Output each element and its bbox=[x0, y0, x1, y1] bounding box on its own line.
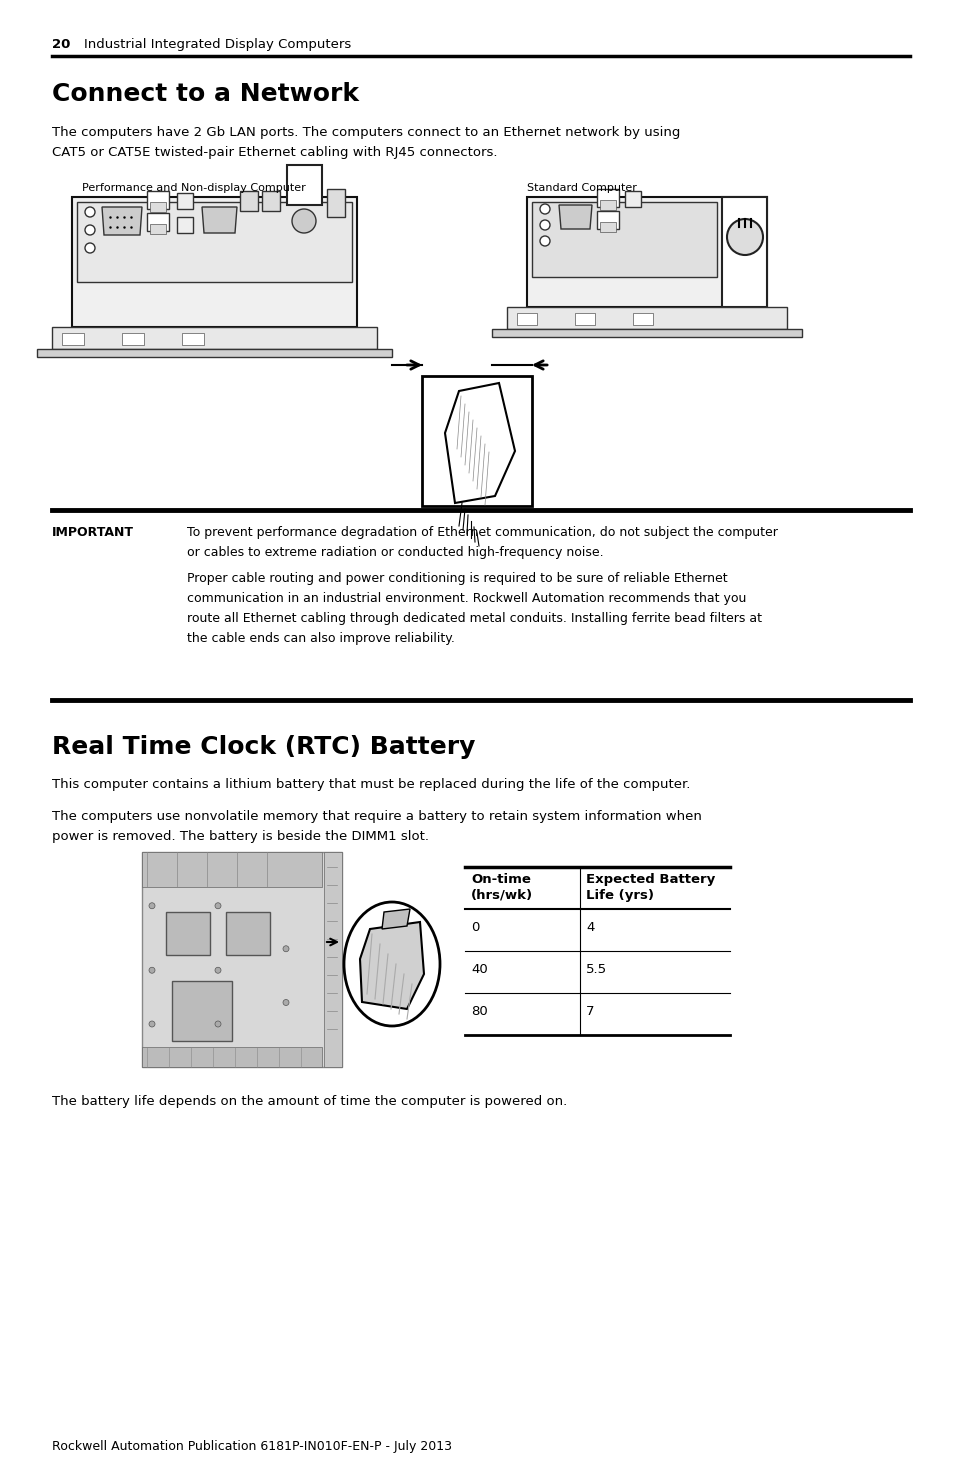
Text: The computers use nonvolatile memory that require a battery to retain system inf: The computers use nonvolatile memory tha… bbox=[52, 810, 701, 844]
Circle shape bbox=[283, 945, 289, 951]
Bar bbox=[517, 313, 537, 324]
Circle shape bbox=[149, 968, 154, 974]
Text: Proper cable routing and power conditioning is required to be sure of reliable E: Proper cable routing and power condition… bbox=[187, 572, 761, 645]
Bar bbox=[327, 189, 345, 217]
Bar bbox=[575, 313, 595, 324]
Text: 80: 80 bbox=[471, 1004, 487, 1018]
Circle shape bbox=[149, 1021, 154, 1027]
Text: Standard Computer: Standard Computer bbox=[526, 183, 637, 193]
Text: Expected Battery
Life (yrs): Expected Battery Life (yrs) bbox=[585, 873, 715, 903]
Polygon shape bbox=[202, 207, 236, 233]
Circle shape bbox=[539, 236, 550, 246]
Bar bbox=[721, 198, 766, 307]
Bar bbox=[287, 165, 322, 205]
Bar bbox=[532, 202, 717, 277]
Bar bbox=[71, 198, 356, 327]
Text: Connect to a Network: Connect to a Network bbox=[52, 83, 358, 106]
Circle shape bbox=[292, 209, 315, 233]
Bar bbox=[52, 327, 376, 350]
Bar bbox=[599, 201, 616, 209]
Text: 7: 7 bbox=[585, 1004, 594, 1018]
Circle shape bbox=[214, 1021, 221, 1027]
Circle shape bbox=[283, 1000, 289, 1006]
Bar bbox=[77, 202, 352, 282]
Circle shape bbox=[85, 207, 95, 217]
Circle shape bbox=[85, 226, 95, 235]
Text: IMPORTANT: IMPORTANT bbox=[52, 527, 133, 538]
Polygon shape bbox=[381, 909, 410, 929]
Bar bbox=[172, 981, 232, 1041]
Text: 4: 4 bbox=[585, 920, 594, 934]
Bar bbox=[599, 223, 616, 232]
Text: Real Time Clock (RTC) Battery: Real Time Clock (RTC) Battery bbox=[52, 735, 475, 760]
Polygon shape bbox=[558, 205, 592, 229]
Text: The computers have 2 Gb LAN ports. The computers connect to an Ethernet network : The computers have 2 Gb LAN ports. The c… bbox=[52, 125, 679, 159]
Bar bbox=[324, 853, 341, 1066]
Circle shape bbox=[149, 903, 154, 909]
Bar bbox=[147, 212, 169, 232]
Bar bbox=[122, 333, 144, 345]
Bar bbox=[182, 333, 204, 345]
Circle shape bbox=[214, 903, 221, 909]
Text: On-time
(hrs/wk): On-time (hrs/wk) bbox=[471, 873, 533, 903]
Text: 40: 40 bbox=[471, 963, 487, 976]
Text: Performance and Non-display Computer: Performance and Non-display Computer bbox=[82, 183, 305, 193]
Text: 0: 0 bbox=[471, 920, 478, 934]
Polygon shape bbox=[359, 922, 423, 1009]
Bar bbox=[147, 190, 169, 209]
Text: The battery life depends on the amount of time the computer is powered on.: The battery life depends on the amount o… bbox=[52, 1094, 567, 1108]
Text: 5.5: 5.5 bbox=[585, 963, 606, 976]
Polygon shape bbox=[444, 384, 515, 503]
Bar bbox=[177, 193, 193, 209]
Bar bbox=[142, 1047, 322, 1066]
Circle shape bbox=[539, 204, 550, 214]
Ellipse shape bbox=[344, 903, 439, 1027]
Bar bbox=[597, 211, 618, 229]
Bar bbox=[142, 853, 322, 886]
Circle shape bbox=[539, 220, 550, 230]
Polygon shape bbox=[102, 207, 142, 235]
Bar bbox=[166, 912, 210, 956]
Bar bbox=[177, 217, 193, 233]
Bar bbox=[506, 307, 786, 329]
Circle shape bbox=[214, 968, 221, 974]
Bar bbox=[240, 190, 257, 211]
Bar bbox=[262, 190, 280, 211]
Bar bbox=[37, 350, 392, 357]
Bar bbox=[150, 224, 166, 235]
Text: Industrial Integrated Display Computers: Industrial Integrated Display Computers bbox=[84, 38, 351, 52]
Bar bbox=[492, 329, 801, 336]
Circle shape bbox=[85, 243, 95, 254]
Text: To prevent performance degradation of Ethernet communication, do not subject the: To prevent performance degradation of Et… bbox=[187, 527, 777, 559]
Text: Rockwell Automation Publication 6181P-IN010F-EN-P - July 2013: Rockwell Automation Publication 6181P-IN… bbox=[52, 1440, 452, 1453]
Bar bbox=[142, 853, 341, 1066]
Bar bbox=[633, 313, 652, 324]
Bar bbox=[526, 198, 766, 307]
Text: This computer contains a lithium battery that must be replaced during the life o: This computer contains a lithium battery… bbox=[52, 777, 690, 791]
Bar bbox=[624, 190, 640, 207]
Bar bbox=[62, 333, 84, 345]
Bar bbox=[421, 376, 532, 506]
Bar bbox=[597, 189, 618, 207]
Circle shape bbox=[726, 218, 762, 255]
Bar bbox=[150, 202, 166, 212]
Bar bbox=[226, 912, 270, 956]
Text: 20: 20 bbox=[52, 38, 71, 52]
